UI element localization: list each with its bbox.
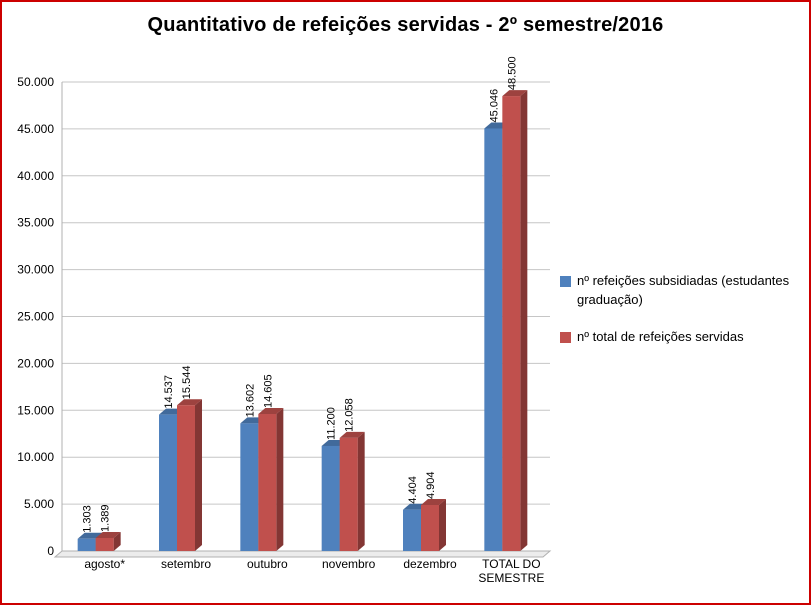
x-category-label: novembro: [322, 557, 376, 571]
bar-front-face: [177, 405, 195, 551]
y-tick-label: 10.000: [17, 450, 54, 464]
bar-top-face: [339, 431, 365, 438]
bar-front-face: [321, 445, 340, 551]
y-tick-label: 5.000: [24, 497, 54, 511]
bar-front-face: [240, 423, 259, 551]
bar-top-face: [258, 408, 284, 415]
bar-side-face: [195, 399, 202, 551]
x-category-label: TOTAL DO SEMESTRE: [478, 557, 544, 585]
chart-floor: [53, 550, 552, 558]
bar-front-face: [77, 538, 96, 551]
legend-entry: nº total de refeições servidas: [560, 328, 806, 347]
bar-side-face: [276, 408, 284, 551]
y-tick-label: 45.000: [17, 122, 54, 136]
bar-front-face: [484, 128, 503, 552]
legend-label: nº refeições subsidiadas (estudantes gra…: [577, 273, 790, 307]
bar-value-label: 4.904: [425, 471, 437, 499]
x-category-label: outubro: [247, 557, 288, 571]
y-tick-label: 0: [47, 544, 54, 558]
bar-top-face: [421, 499, 446, 506]
bar-value-label: 13.602: [244, 384, 256, 418]
y-tick-label: 30.000: [17, 263, 54, 277]
y-tick-label: 35.000: [17, 216, 54, 230]
y-tick-label: 25.000: [17, 310, 54, 324]
bar-top-face: [177, 399, 202, 406]
bar-value-label: 15.544: [181, 366, 193, 400]
bar-value-label: 1.303: [82, 505, 94, 533]
bar-value-label: 14.605: [262, 374, 274, 408]
bar-top-face: [502, 90, 528, 97]
legend-label: nº total de refeições servidas: [577, 328, 744, 344]
bar-front-face: [159, 414, 177, 551]
y-tick-label: 50.000: [17, 75, 54, 89]
chart-title: Quantitativo de refeições servidas - 2º …: [147, 14, 664, 36]
bar-front-face: [258, 414, 277, 551]
legend-entry: nº refeições subsidiadas (estudantes gra…: [560, 272, 806, 310]
bar-front-face: [339, 437, 358, 551]
legend-swatch: [560, 331, 571, 343]
bar-value-label: 11.200: [326, 407, 338, 440]
y-tick-label: 20.000: [17, 356, 54, 370]
bar-side-face: [357, 431, 365, 551]
bar-side-face: [520, 90, 528, 551]
bar-front-face: [421, 505, 439, 551]
legend-swatch: [560, 276, 571, 287]
bar-value-label: 4.404: [407, 476, 419, 504]
y-tick-label: 15.000: [17, 403, 54, 417]
y-tick-label: 40.000: [17, 169, 54, 183]
bar-front-face: [502, 96, 521, 551]
bar-value-label: 1.389: [100, 504, 112, 532]
bar-front-face: [403, 509, 421, 551]
bar-value-label: 14.537: [163, 375, 175, 409]
x-category-label: dezembro: [403, 557, 457, 571]
bar-top-face: [95, 531, 121, 538]
bar-value-label: 45.046: [488, 89, 500, 123]
bar-top-face: [77, 532, 103, 539]
bar-front-face: [95, 537, 114, 551]
bar-value-label: 48.500: [506, 56, 518, 90]
bar-side-face: [113, 531, 121, 551]
x-category-label: agosto*: [84, 557, 125, 571]
bar-value-label: 12.058: [344, 398, 356, 432]
x-category-label: setembro: [161, 557, 211, 571]
legend: nº refeições subsidiadas (estudantes gra…: [560, 272, 806, 365]
bar-side-face: [439, 499, 446, 551]
